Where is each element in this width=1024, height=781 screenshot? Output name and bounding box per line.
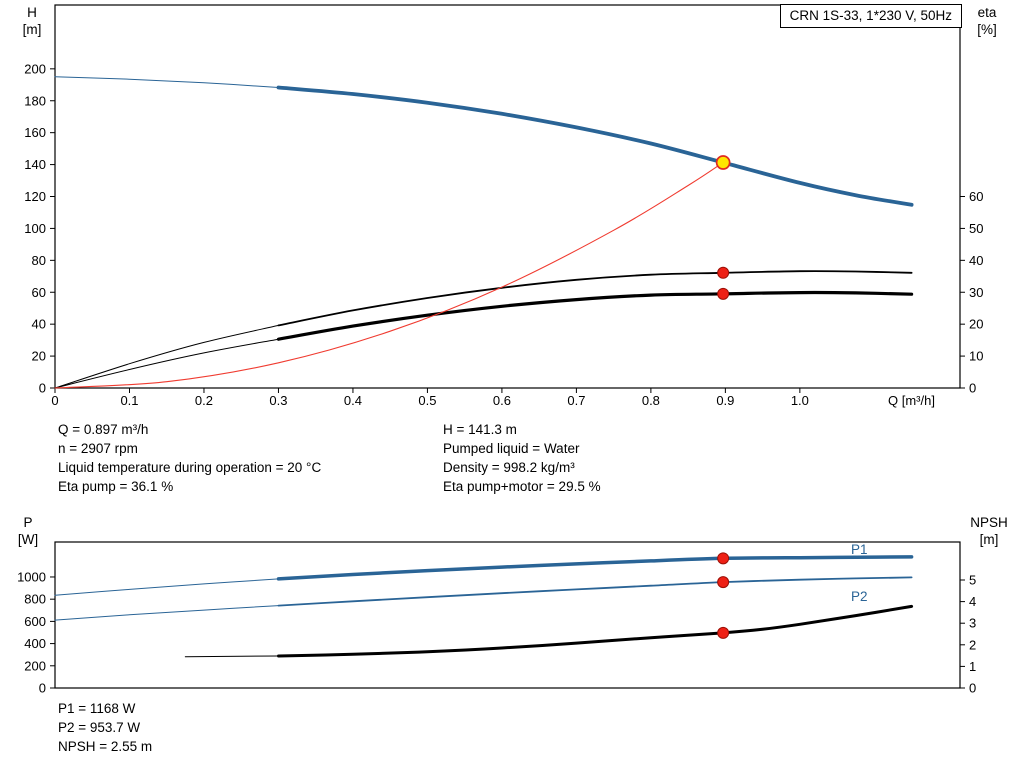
tick-label: 0.1 <box>120 393 138 408</box>
tick-label: 20 <box>969 317 983 332</box>
eta-axis-title: eta [%] <box>964 4 1010 38</box>
tick-label: 1000 <box>17 569 46 584</box>
hq-curve <box>276 85 914 207</box>
eta-pump-motor-marker <box>717 287 730 300</box>
tick-label: 0.7 <box>567 393 585 408</box>
duty-info-right: H = 141.3 m Pumped liquid = Water Densit… <box>443 420 601 496</box>
tick-label: 0.8 <box>642 393 660 408</box>
tick-label: 1 <box>969 659 976 674</box>
tick-label: 0 <box>969 681 976 696</box>
axis-title-line: [m] <box>22 22 42 37</box>
tick-label: 160 <box>24 125 46 140</box>
tick-label: 400 <box>24 636 46 651</box>
tick-label: 180 <box>24 93 46 108</box>
tick-label: 30 <box>969 285 983 300</box>
tick-label: 1.0 <box>791 393 809 408</box>
tick-label: 0 <box>969 381 976 396</box>
p1-marker <box>717 552 730 565</box>
axis-title-line: H <box>27 5 37 20</box>
info-line: P2 = 953.7 W <box>58 720 141 735</box>
eta-pump-motor-curve <box>276 290 914 341</box>
tick-label: 800 <box>24 592 46 607</box>
axis-title-line: [m] <box>979 532 999 547</box>
axis-title-line: NPSH <box>970 515 1008 530</box>
info-line: Liquid temperature during operation = 20… <box>58 460 322 475</box>
axis-title-line: P <box>23 515 33 530</box>
tick-label: 5 <box>969 573 976 588</box>
power-info: P1 = 1168 W P2 = 953.7 W NPSH = 2.55 m <box>58 699 152 756</box>
hq-curve <box>54 76 279 88</box>
axis-title-line: eta <box>977 5 997 20</box>
eta-pump-curve <box>54 324 279 389</box>
tick-label: 0 <box>51 393 58 408</box>
tick-label: 4 <box>969 594 976 609</box>
tick-label: 2 <box>969 637 976 652</box>
tick-label: 0.9 <box>716 393 734 408</box>
p1-curve <box>54 578 279 596</box>
tick-label: 140 <box>24 157 46 172</box>
info-line: Eta pump = 36.1 % <box>58 479 174 494</box>
tick-label: 10 <box>969 349 983 364</box>
tick-label: 0.3 <box>269 393 287 408</box>
tick-label: 0.2 <box>195 393 213 408</box>
tick-label: 0 <box>39 681 46 696</box>
eta-pump-marker <box>717 266 730 279</box>
axis-title-line: [%] <box>977 22 997 37</box>
axis-title-line: [W] <box>17 532 39 547</box>
tick-label: 60 <box>32 285 46 300</box>
plot-border <box>54 4 961 389</box>
tick-label: 60 <box>969 189 983 204</box>
npsh-marker <box>717 626 730 639</box>
head-axis-title: H [m] <box>12 4 52 38</box>
series-label-p2: P2 <box>851 589 868 604</box>
series-label-p1: P1 <box>851 542 868 557</box>
tick-label: 200 <box>24 61 46 76</box>
info-line: Q = 0.897 m³/h <box>58 422 149 437</box>
p2-curve <box>277 576 913 607</box>
tick-label: 0.5 <box>418 393 436 408</box>
tick-label: 50 <box>969 221 983 236</box>
tick-label: 80 <box>32 253 46 268</box>
tick-label: 40 <box>32 317 46 332</box>
tick-label: 0.4 <box>344 393 362 408</box>
system-curve <box>54 161 724 389</box>
tick-label: 20 <box>32 349 46 364</box>
tick-label: 600 <box>24 614 46 629</box>
pump-model-title: CRN 1S-33, 1*230 V, 50Hz <box>779 4 962 28</box>
info-line: NPSH = 2.55 m <box>58 739 153 754</box>
plot-border <box>54 541 961 689</box>
info-line: P1 = 1168 W <box>58 701 136 716</box>
eta-pump-curve <box>277 270 913 327</box>
p1-curve <box>276 555 914 581</box>
x-axis-unit-label: Q [m³/h] <box>888 393 935 408</box>
info-line: H = 141.3 m <box>443 422 517 437</box>
tick-label: 0 <box>39 381 46 396</box>
info-line: Eta pump+motor = 29.5 % <box>443 479 601 494</box>
power-axis-title: P [W] <box>8 514 48 548</box>
p2-marker <box>717 576 730 589</box>
tick-label: 40 <box>969 253 983 268</box>
info-line: Density = 998.2 kg/m³ <box>443 460 575 475</box>
duty-info-left: Q = 0.897 m³/h n = 2907 rpm Liquid tempe… <box>58 420 321 496</box>
npsh-curve <box>184 655 279 658</box>
p2-curve <box>54 605 279 621</box>
tick-label: 120 <box>24 189 46 204</box>
tick-label: 100 <box>24 221 46 236</box>
duty-point-marker <box>715 155 731 170</box>
info-line: n = 2907 rpm <box>58 441 138 456</box>
npsh-curve <box>277 604 914 658</box>
eta-pump-motor-curve <box>54 338 279 389</box>
npsh-axis-title: NPSH [m] <box>960 514 1018 548</box>
tick-label: 200 <box>24 658 46 673</box>
tick-label: 3 <box>969 616 976 631</box>
tick-label: 0.6 <box>493 393 511 408</box>
info-line: Pumped liquid = Water <box>443 441 580 456</box>
